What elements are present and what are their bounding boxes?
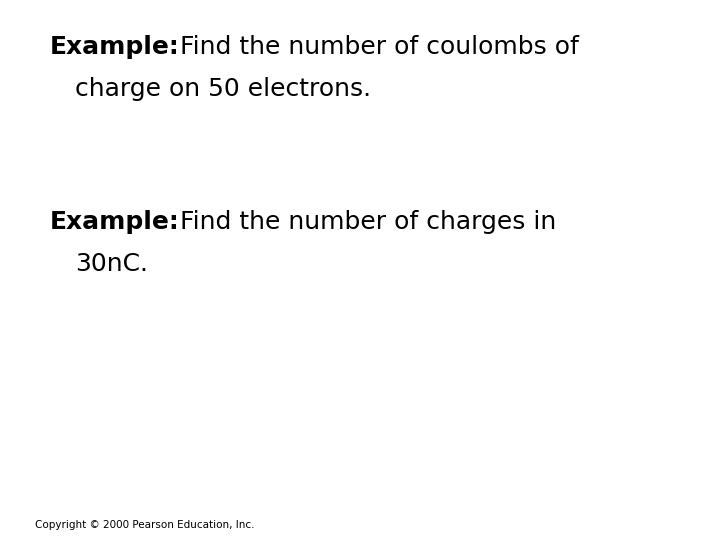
Text: Find the number of coulombs of: Find the number of coulombs of bbox=[180, 35, 579, 59]
Text: 30nC.: 30nC. bbox=[75, 252, 148, 276]
Text: Find the number of charges in: Find the number of charges in bbox=[180, 210, 556, 234]
Text: Example:: Example: bbox=[50, 210, 180, 234]
Text: Copyright © 2000 Pearson Education, Inc.: Copyright © 2000 Pearson Education, Inc. bbox=[35, 520, 254, 530]
Text: Example:: Example: bbox=[50, 35, 180, 59]
Text: charge on 50 electrons.: charge on 50 electrons. bbox=[75, 77, 371, 101]
